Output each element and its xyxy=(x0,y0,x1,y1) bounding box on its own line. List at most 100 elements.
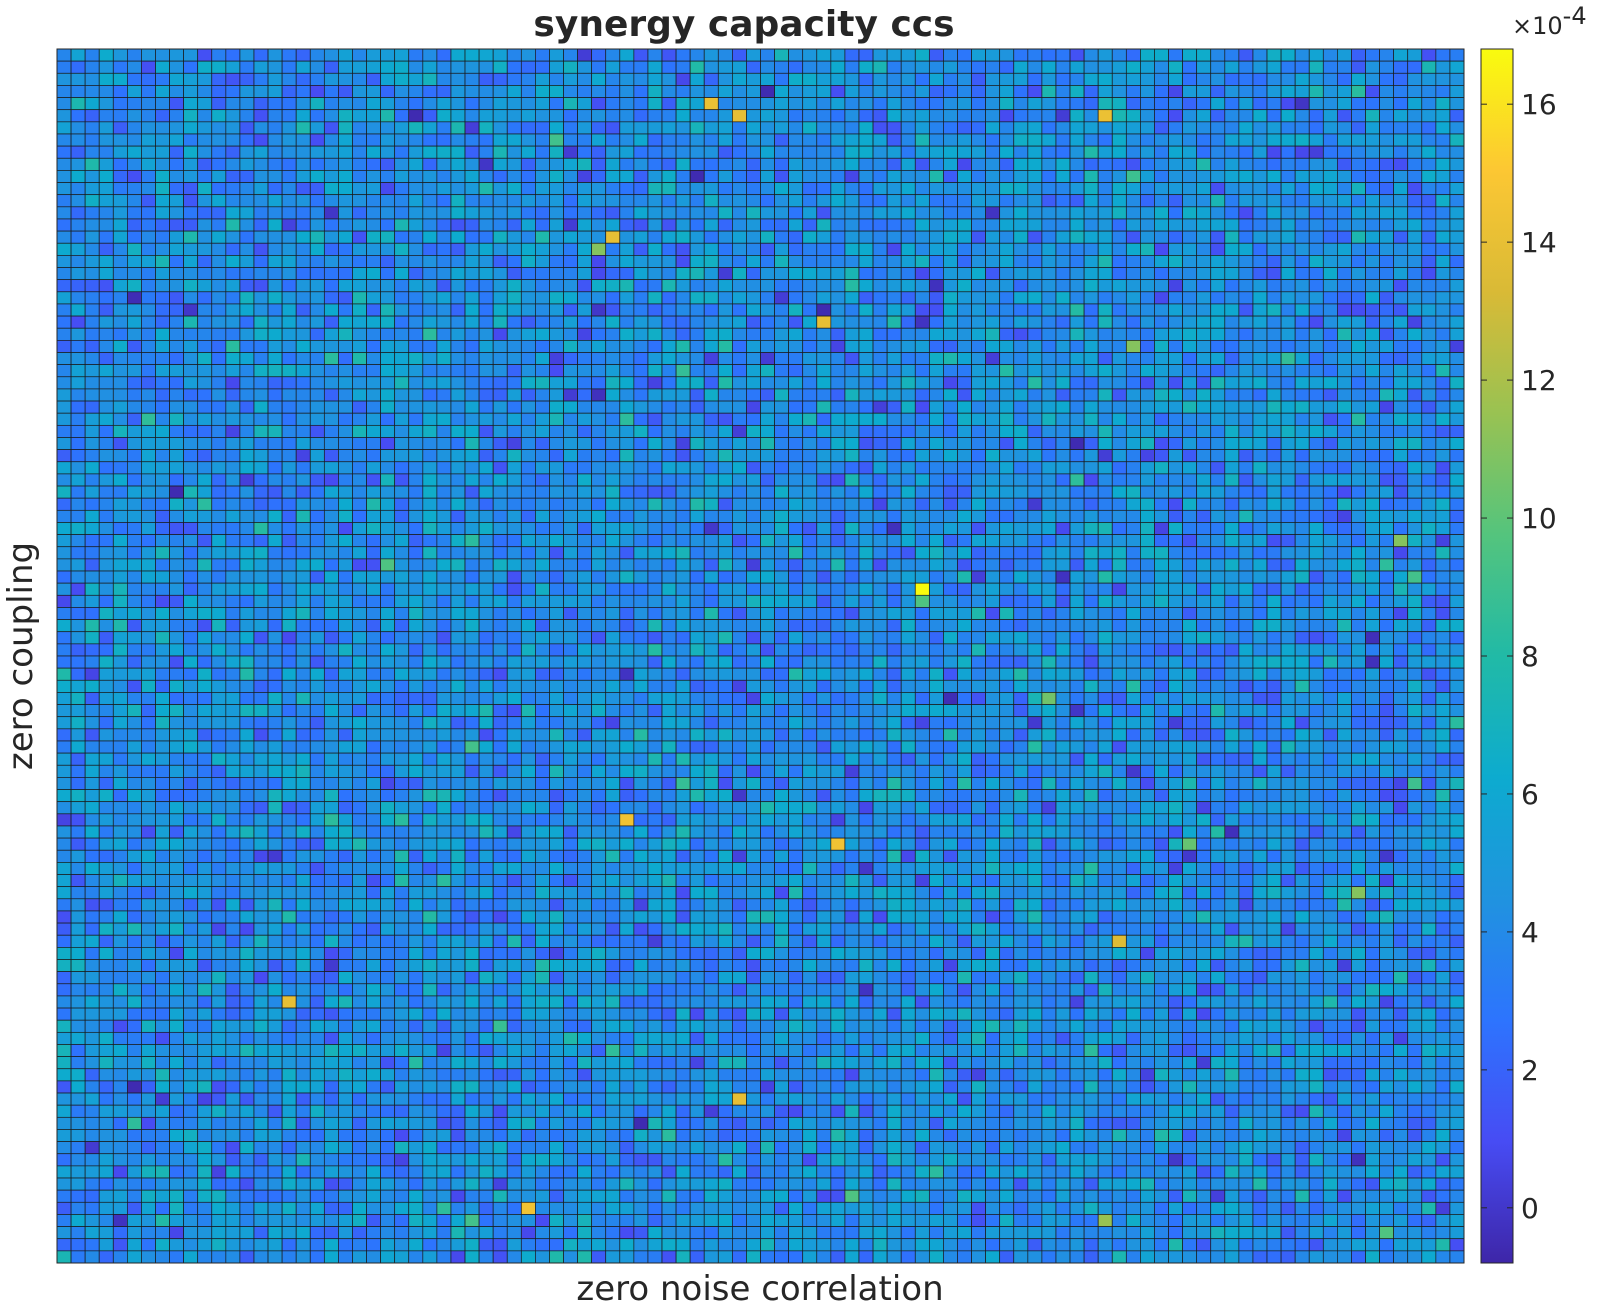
heatmap-cell xyxy=(1069,72,1085,86)
heatmap-cell xyxy=(1210,133,1226,147)
heatmap-cell xyxy=(971,352,986,365)
heatmap-cell xyxy=(549,182,564,196)
heatmap-cell xyxy=(253,109,269,123)
heatmap-cell xyxy=(169,255,184,268)
heatmap-cell xyxy=(197,412,213,426)
heatmap-cell xyxy=(98,594,114,608)
heatmap-cell xyxy=(98,619,114,633)
heatmap-cell xyxy=(436,194,452,208)
heatmap-cell xyxy=(689,449,705,463)
heatmap-cell xyxy=(788,461,804,475)
heatmap-cell xyxy=(253,194,269,208)
heatmap-cell xyxy=(577,619,593,633)
heatmap-cell xyxy=(1252,582,1268,596)
heatmap-cell xyxy=(225,376,241,390)
heatmap-cell xyxy=(1252,388,1268,402)
heatmap-cell xyxy=(408,546,424,560)
heatmap-cell xyxy=(802,546,818,560)
heatmap-cell xyxy=(886,424,902,438)
heatmap-cell xyxy=(1224,497,1240,511)
heatmap-cell xyxy=(1421,522,1437,535)
heatmap-cell xyxy=(1365,619,1380,633)
heatmap-cell xyxy=(352,291,367,305)
heatmap-cell xyxy=(1224,340,1240,353)
heatmap-cell xyxy=(675,522,691,535)
heatmap-cell xyxy=(450,291,466,305)
heatmap-cell xyxy=(900,376,916,390)
heatmap-cell xyxy=(928,643,944,657)
heatmap-cell xyxy=(830,97,846,111)
heatmap-cell xyxy=(928,182,944,196)
heatmap-cell xyxy=(1308,109,1324,123)
heatmap-cell xyxy=(1196,424,1212,438)
heatmap-cell xyxy=(422,485,438,499)
heatmap-cell xyxy=(914,194,930,208)
heatmap-cell xyxy=(633,206,649,220)
heatmap-cell xyxy=(464,400,480,414)
heatmap-cell xyxy=(492,97,508,111)
heatmap-cell xyxy=(971,121,986,135)
heatmap-cell xyxy=(478,352,494,365)
heatmap-cell xyxy=(492,412,508,426)
heatmap-cell xyxy=(323,157,339,171)
heatmap-cell xyxy=(1435,509,1451,523)
heatmap-cell xyxy=(1125,267,1141,281)
heatmap-cell xyxy=(816,255,832,268)
heatmap-cell xyxy=(605,400,621,414)
heatmap-cell xyxy=(211,449,227,463)
heatmap-cell xyxy=(295,109,311,123)
heatmap-cell xyxy=(591,546,607,560)
heatmap-cell xyxy=(295,194,311,208)
heatmap-cell xyxy=(225,437,241,450)
heatmap-cell xyxy=(520,364,536,378)
heatmap-cell xyxy=(295,230,311,244)
heatmap-cell xyxy=(366,449,381,463)
heatmap-cell xyxy=(1154,594,1169,608)
heatmap-cell xyxy=(1111,546,1127,560)
heatmap-cell xyxy=(112,643,128,657)
heatmap-cell xyxy=(971,72,986,86)
heatmap-cell xyxy=(126,570,142,584)
heatmap-cell xyxy=(914,145,930,159)
heatmap-cell xyxy=(84,473,100,487)
heatmap-cell xyxy=(436,279,452,293)
heatmap-cell xyxy=(1083,631,1099,645)
heatmap-cell xyxy=(1238,400,1254,414)
heatmap-cell xyxy=(760,388,775,402)
heatmap-cell xyxy=(1280,267,1296,281)
heatmap-cell xyxy=(900,594,916,608)
heatmap-cell xyxy=(1421,60,1437,74)
heatmap-cell xyxy=(1041,582,1057,596)
heatmap-cell xyxy=(1083,485,1099,499)
heatmap-cell xyxy=(886,279,902,293)
heatmap-cell xyxy=(943,582,958,596)
heatmap-cell xyxy=(1154,449,1169,463)
heatmap-cell xyxy=(802,170,818,183)
heatmap-cell xyxy=(689,509,705,523)
heatmap-cell xyxy=(70,206,86,220)
heatmap-cell xyxy=(999,400,1015,414)
heatmap-cell xyxy=(1337,121,1352,135)
heatmap-cell xyxy=(802,582,818,596)
heatmap-cell xyxy=(253,485,269,499)
heatmap-cell xyxy=(1083,437,1099,450)
heatmap-cell xyxy=(774,582,789,596)
heatmap-cell xyxy=(943,437,958,450)
heatmap-cell xyxy=(788,558,804,572)
heatmap-cell xyxy=(267,267,283,281)
heatmap-cell xyxy=(211,582,227,596)
heatmap-cell xyxy=(1154,327,1169,341)
heatmap-cell xyxy=(112,607,128,620)
heatmap-cell xyxy=(492,594,508,608)
heatmap-cell xyxy=(886,558,902,572)
heatmap-cell xyxy=(689,631,705,645)
heatmap-cell xyxy=(70,48,86,62)
heatmap-cell xyxy=(1280,315,1296,329)
heatmap-cell xyxy=(971,48,986,62)
heatmap-cell xyxy=(84,424,100,438)
heatmap-cell xyxy=(84,170,100,183)
heatmap-cell xyxy=(1027,352,1043,365)
heatmap-cell xyxy=(492,72,508,86)
heatmap-cell xyxy=(1351,194,1366,208)
heatmap-cell xyxy=(1140,509,1155,523)
